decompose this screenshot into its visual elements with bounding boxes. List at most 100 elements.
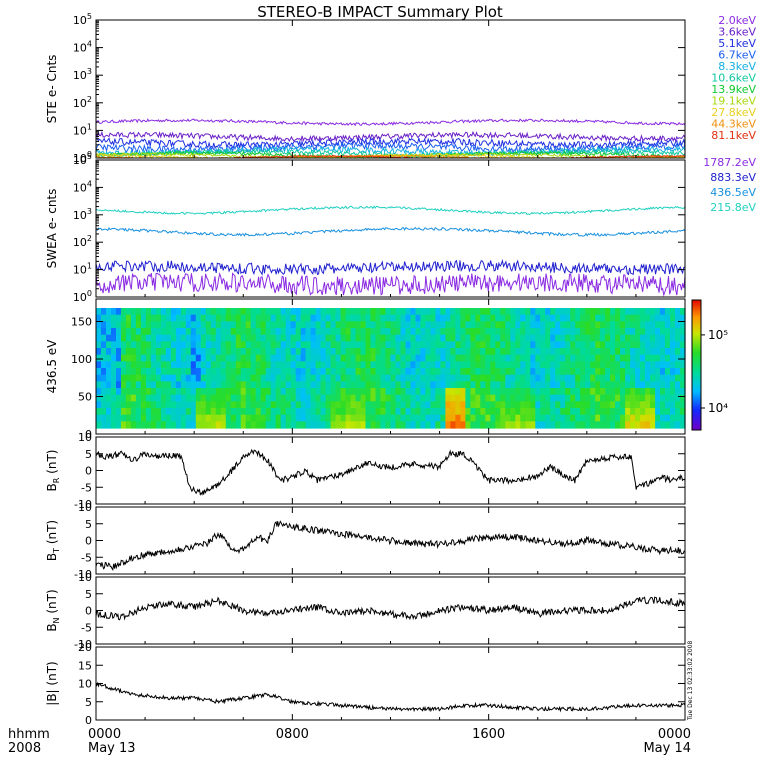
heatmap-cell bbox=[280, 361, 287, 369]
heatmap-cell bbox=[350, 394, 357, 402]
heatmap-cell bbox=[385, 334, 392, 342]
heatmap-cell bbox=[590, 308, 596, 316]
heatmap-cell bbox=[395, 361, 402, 369]
heatmap-cell bbox=[175, 348, 182, 356]
heatmap-cell bbox=[610, 314, 616, 322]
heatmap-cell bbox=[425, 321, 431, 329]
heatmap-cell bbox=[570, 348, 576, 356]
heatmap-cell bbox=[111, 421, 117, 429]
heatmap-cell bbox=[445, 328, 451, 336]
heatmap-cell bbox=[185, 334, 192, 342]
heatmap-cell bbox=[465, 401, 471, 409]
heatmap-cell bbox=[620, 414, 626, 422]
heatmap-cell bbox=[630, 348, 636, 356]
heatmap-cell bbox=[220, 388, 227, 396]
heatmap-cell bbox=[650, 341, 656, 349]
heatmap-cell bbox=[270, 401, 277, 409]
heatmap-cell bbox=[415, 328, 422, 336]
heatmap-cell bbox=[365, 354, 372, 362]
heatmap-cell bbox=[135, 374, 142, 382]
heatmap-cell bbox=[290, 341, 297, 349]
heatmap-cell bbox=[455, 348, 461, 356]
heatmap-cell bbox=[440, 381, 446, 389]
heatmap-cell bbox=[515, 394, 521, 402]
heatmap-cell bbox=[305, 308, 312, 316]
heatmap-cell bbox=[230, 361, 237, 369]
heatmap-cell bbox=[285, 381, 292, 389]
heatmap-cell bbox=[275, 314, 282, 322]
heatmap-cell bbox=[650, 334, 656, 342]
heatmap-cell bbox=[101, 348, 107, 356]
heatmap-cell bbox=[400, 334, 407, 342]
heatmap-cell bbox=[165, 361, 172, 369]
heatmap-cell bbox=[555, 321, 561, 329]
heatmap-cell bbox=[465, 354, 471, 362]
heatmap-cell bbox=[570, 388, 576, 396]
heatmap-cell bbox=[101, 381, 107, 389]
heatmap-cell bbox=[130, 314, 137, 322]
heatmap-cell bbox=[520, 408, 526, 416]
heatmap-cell bbox=[325, 408, 332, 416]
heatmap-cell bbox=[545, 308, 551, 316]
heatmap-cell bbox=[490, 328, 496, 336]
heatmap-cell bbox=[650, 354, 656, 362]
heatmap-cell bbox=[535, 314, 541, 322]
heatmap-cell bbox=[410, 334, 417, 342]
heatmap-cell bbox=[355, 421, 362, 429]
heatmap-cell bbox=[670, 354, 676, 362]
heatmap-cell bbox=[355, 334, 362, 342]
heatmap-cell bbox=[535, 394, 541, 402]
heatmap-cell bbox=[450, 321, 456, 329]
heatmap-cell bbox=[390, 381, 397, 389]
heatmap-cell bbox=[230, 408, 237, 416]
heatmap-cell bbox=[355, 401, 362, 409]
heatmap-cell bbox=[185, 408, 192, 416]
heatmap-cell bbox=[440, 341, 446, 349]
heatmap-cell bbox=[370, 414, 377, 422]
heatmap-cell bbox=[515, 388, 521, 396]
heatmap-cell bbox=[150, 321, 157, 329]
heatmap-cell bbox=[225, 321, 232, 329]
heatmap-cell bbox=[111, 328, 117, 336]
heatmap-cell bbox=[190, 374, 197, 382]
heatmap-cell bbox=[625, 354, 631, 362]
heatmap-cell bbox=[520, 354, 526, 362]
heatmap-cell bbox=[460, 408, 466, 416]
heatmap-cell bbox=[670, 328, 676, 336]
heatmap-cell bbox=[445, 354, 451, 362]
heatmap-cell bbox=[575, 394, 581, 402]
heatmap-cell bbox=[220, 334, 227, 342]
heatmap-cell bbox=[520, 401, 526, 409]
heatmap-cell bbox=[450, 314, 456, 322]
heatmap-cell bbox=[285, 361, 292, 369]
heatmap-cell bbox=[525, 394, 531, 402]
heatmap-cell bbox=[155, 414, 162, 422]
heatmap-cell bbox=[525, 421, 531, 429]
heatmap-cell bbox=[550, 374, 556, 382]
heatmap-cell bbox=[480, 348, 486, 356]
heatmap-cell bbox=[285, 414, 292, 422]
heatmap-cell bbox=[330, 348, 337, 356]
heatmap-cell bbox=[565, 334, 571, 342]
heatmap-cell bbox=[660, 314, 666, 322]
heatmap-cell bbox=[435, 328, 441, 336]
heatmap-cell bbox=[101, 408, 107, 416]
heatmap-cell bbox=[125, 368, 132, 376]
heatmap-cell bbox=[415, 341, 422, 349]
heatmap-cell bbox=[520, 374, 526, 382]
heatmap-cell bbox=[465, 308, 471, 316]
heatmap-cell bbox=[330, 408, 337, 416]
heatmap-cell bbox=[335, 328, 342, 336]
heatmap-cell bbox=[590, 348, 596, 356]
heatmap-cell bbox=[610, 341, 616, 349]
colorbar-cell bbox=[692, 360, 701, 364]
heatmap-cell bbox=[180, 328, 187, 336]
heatmap-cell bbox=[325, 361, 332, 369]
heatmap-cell bbox=[650, 401, 656, 409]
heatmap-cell bbox=[255, 361, 262, 369]
heatmap-cell bbox=[290, 381, 297, 389]
heatmap-cell bbox=[400, 368, 407, 376]
heatmap-cell bbox=[430, 414, 436, 422]
heatmap-cell bbox=[255, 354, 262, 362]
heatmap-cell bbox=[180, 341, 187, 349]
